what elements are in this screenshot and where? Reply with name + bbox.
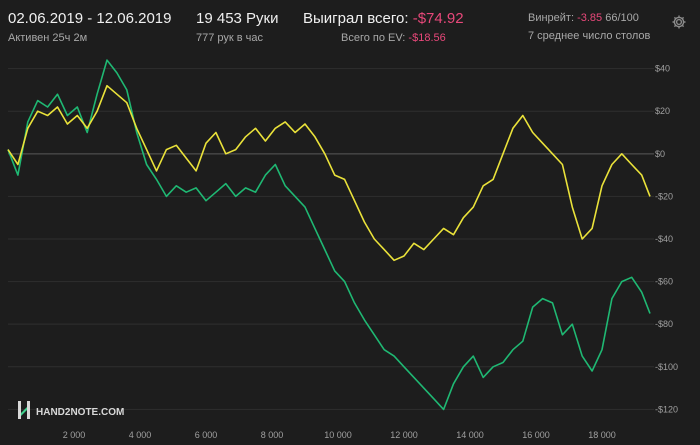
y-tick-label: -$100 [655, 362, 678, 372]
won-value: -$74.92 [412, 10, 464, 27]
gear-icon[interactable] [671, 14, 687, 30]
winnings-chart: $40 $20 $0 -$20 -$40 -$60 -$80 -$100 -$120 2 000… [7, 59, 678, 440]
logo-text: HAND2NOTE.COM [36, 407, 124, 418]
y-tick-label: -$120 [655, 404, 678, 414]
y-tick-label: $20 [655, 106, 670, 116]
logo: HAND2NOTE.COM [18, 401, 124, 419]
y-tick-label: -$40 [655, 234, 673, 244]
x-tick-label: 14 000 [456, 430, 484, 440]
winrate: Винрейт: -3.85 66/100 [528, 12, 639, 24]
ev-value: -$18.56 [408, 32, 446, 44]
x-tick-label: 8 000 [261, 430, 284, 440]
x-tick-label: 18 000 [588, 430, 616, 440]
y-tick-label: -$80 [655, 319, 673, 329]
won-series-line [7, 59, 651, 411]
x-tick-label: 10 000 [324, 430, 352, 440]
active-time: Активен 25ч 2м [8, 32, 88, 44]
hands-count: 19 453 Руки [196, 10, 279, 27]
x-tick-label: 6 000 [195, 430, 218, 440]
avg-tables: 7 среднее число столов [528, 30, 651, 42]
won-label: Выиграл всего: [303, 10, 409, 27]
grid [8, 68, 654, 410]
h2n-logo-icon [18, 401, 30, 419]
y-tick-label: $0 [655, 149, 665, 159]
x-tick-label: 2 000 [63, 430, 86, 440]
date-range: 02.06.2019 - 12.06.2019 [8, 10, 172, 27]
x-tick-label: 4 000 [129, 430, 152, 440]
winrate-unit: 66/100 [605, 12, 639, 24]
x-tick-label: 12 000 [390, 430, 418, 440]
y-tick-label: -$20 [655, 191, 673, 201]
ev-series-line [7, 84, 651, 262]
x-tick-label: 16 000 [522, 430, 550, 440]
winrate-value: -3.85 [577, 12, 603, 24]
y-tick-label: -$60 [655, 277, 673, 287]
y-axis: $40 $20 $0 -$20 -$40 -$60 -$80 -$100 -$120 [655, 64, 678, 415]
y-tick-label: $40 [655, 64, 670, 74]
series-lines [7, 59, 651, 411]
ev-total: Всего по EV: -$18.56 [341, 32, 446, 44]
hands-per-hour: 777 рук в час [196, 32, 264, 44]
ev-label: Всего по EV: [341, 32, 406, 44]
x-axis: 2 000 4 000 6 000 8 000 10 000 12 000 14 000 16… [63, 430, 616, 440]
winrate-label: Винрейт: [528, 12, 575, 24]
won-total: Выиграл всего: -$74.92 [303, 10, 464, 27]
stats-header: 02.06.2019 - 12.06.2019 Активен 25ч 2м 1… [0, 0, 700, 58]
